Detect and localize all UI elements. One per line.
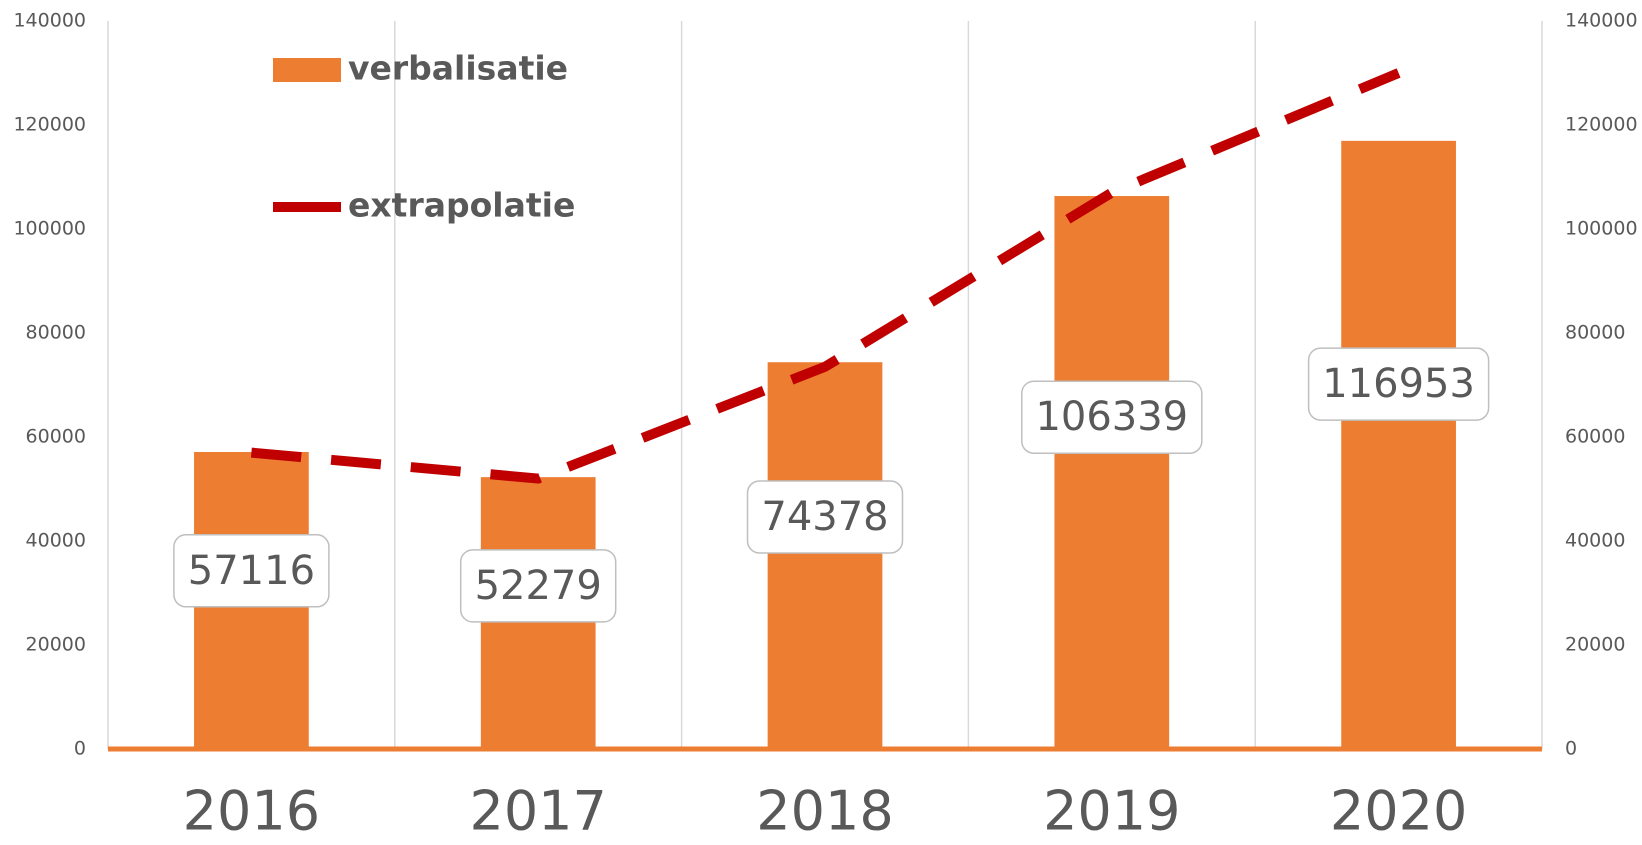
y2-tick-label: 40000 [1565, 530, 1625, 552]
data-label-box [746, 480, 904, 554]
data-label-box [1307, 347, 1490, 421]
bar [1054, 196, 1170, 749]
y-tick-label: 20000 [26, 634, 86, 656]
data-label: 106339 [1035, 394, 1188, 440]
data-label-box [173, 534, 330, 608]
data-label: 52279 [475, 563, 602, 609]
legend-label: extrapolatie [348, 186, 575, 225]
legend-swatch [273, 58, 341, 82]
legend-label: verbalisatie [348, 49, 568, 88]
data-label: 74378 [761, 494, 888, 540]
data-label-box [459, 549, 617, 623]
x-tick-label: 2019 [1043, 780, 1180, 843]
bar [1341, 140, 1456, 749]
data-label: 57116 [188, 548, 315, 594]
y-tick-label: 120000 [13, 114, 86, 136]
y-tick-label: 60000 [26, 426, 86, 448]
y-tick-label: 140000 [13, 10, 86, 32]
y-tick-label: 0 [74, 738, 86, 760]
data-label: 116953 [1322, 361, 1475, 407]
x-tick-label: 2017 [469, 780, 606, 843]
x-tick-label: 2020 [1330, 780, 1467, 843]
line [250, 68, 1401, 484]
data-label-box [1021, 380, 1203, 454]
y2-tick-label: 60000 [1565, 426, 1625, 448]
y2-tick-label: 100000 [1565, 218, 1638, 240]
bar [767, 362, 883, 749]
y-tick-label: 80000 [26, 322, 86, 344]
y-tick-label: 100000 [13, 218, 86, 240]
y2-tick-label: 0 [1565, 738, 1577, 760]
x-tick-label: 2016 [183, 780, 320, 843]
x-tick-label: 2018 [756, 780, 893, 843]
y2-tick-label: 20000 [1565, 634, 1625, 656]
y2-tick-label: 80000 [1565, 322, 1625, 344]
y2-tick-label: 120000 [1565, 114, 1638, 136]
y-tick-label: 40000 [26, 530, 86, 552]
y2-tick-label: 140000 [1565, 10, 1638, 32]
